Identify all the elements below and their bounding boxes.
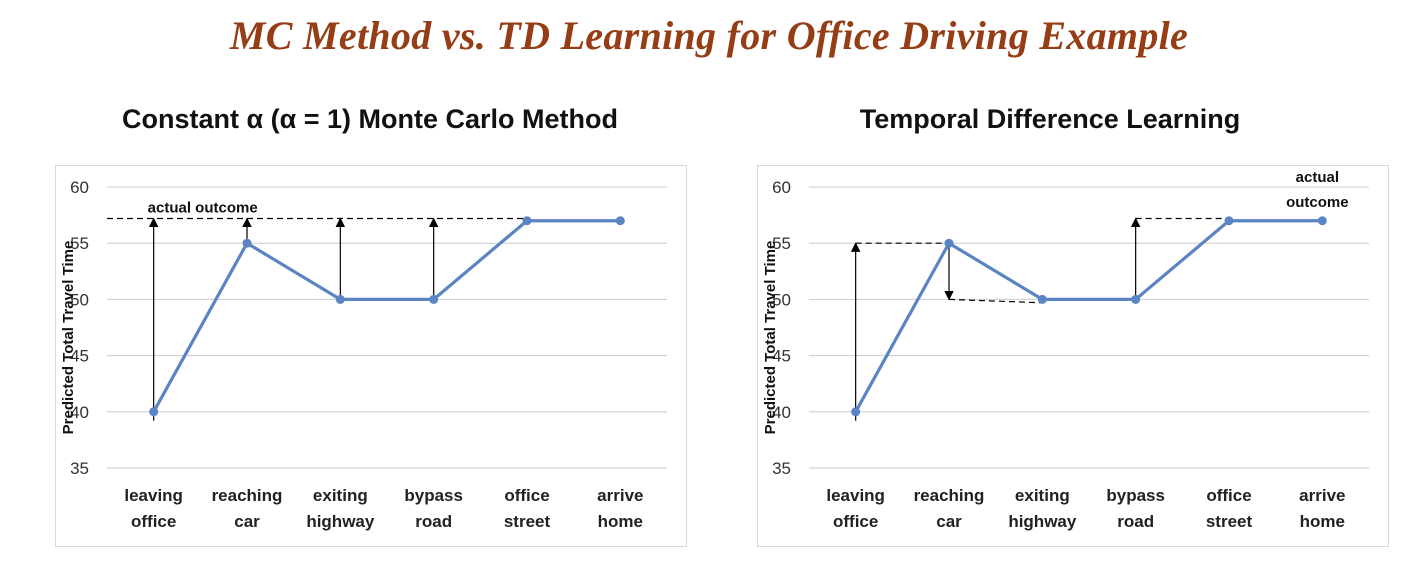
data-point <box>1224 216 1234 226</box>
x-tick-label: bypass <box>1106 486 1165 505</box>
chart-title-mc: Constant α (α = 1) Monte Carlo Method <box>122 104 618 134</box>
x-tick-label: exiting <box>313 486 368 505</box>
y-axis-label: Predicted Total Travel Time <box>60 241 77 435</box>
data-point <box>1037 294 1047 304</box>
y-tick-label: 35 <box>70 459 89 478</box>
x-tick-label: reaching <box>212 486 283 505</box>
chart-title-td: Temporal Difference Learning <box>859 104 1241 134</box>
x-tick-label: street <box>1206 512 1253 531</box>
data-point <box>522 216 532 226</box>
x-tick-label: leaving <box>826 486 885 505</box>
x-tick-label: road <box>415 512 452 531</box>
data-point <box>242 238 252 248</box>
data-point <box>1317 216 1327 226</box>
y-tick-label: 60 <box>70 178 89 197</box>
x-tick-label: car <box>234 512 260 531</box>
x-tick-label: reaching <box>914 486 985 505</box>
x-tick-label: leaving <box>124 486 183 505</box>
y-axis-label: Predicted Total Travel Time <box>762 241 779 435</box>
x-tick-label: home <box>598 512 643 531</box>
data-point <box>1131 294 1141 304</box>
y-tick-label: 55 <box>772 234 791 253</box>
data-point <box>335 294 345 304</box>
x-tick-label: office <box>504 486 549 505</box>
x-tick-label: arrive <box>597 486 643 505</box>
mc-chart: 35 40 45 50 55 60 Predicted Total Travel Time l… <box>55 165 687 547</box>
x-tick-label: office <box>833 512 878 531</box>
y-tick-label: 45 <box>70 347 89 366</box>
series-line <box>152 219 621 413</box>
y-tick-label: 40 <box>70 403 89 422</box>
series-line <box>854 219 1323 413</box>
y-tick-label: 50 <box>70 290 89 309</box>
y-tick-label: 60 <box>772 178 791 197</box>
data-point <box>944 238 954 248</box>
x-tick-label: bypass <box>404 486 463 505</box>
x-tick-label: car <box>936 512 962 531</box>
x-tick-label: arrive <box>1299 486 1345 505</box>
annotation-label: outcome <box>1286 194 1349 211</box>
x-tick-label: home <box>1300 512 1345 531</box>
x-tick-label: office <box>131 512 176 531</box>
y-tick-label: 55 <box>70 234 89 253</box>
data-point <box>149 407 159 417</box>
y-tick-label: 40 <box>772 403 791 422</box>
data-point <box>851 407 861 417</box>
data-point <box>615 216 625 226</box>
y-tick-label: 50 <box>772 290 791 309</box>
annotation-label: actual <box>1296 169 1339 186</box>
x-tick-label: exiting <box>1015 486 1070 505</box>
page-title: MC Method vs. TD Learning for Office Dri… <box>229 13 1189 58</box>
td-chart: 35 40 45 50 55 60 Predicted Total Travel Time l… <box>757 165 1389 547</box>
x-tick-label: street <box>504 512 551 531</box>
x-tick-label: office <box>1206 486 1251 505</box>
annotation-label: actual outcome <box>148 199 258 216</box>
dashed-guide <box>948 298 1043 304</box>
x-tick-label: highway <box>1008 512 1077 531</box>
x-tick-label: road <box>1117 512 1154 531</box>
y-tick-label: 45 <box>772 347 791 366</box>
data-point <box>429 294 439 304</box>
y-tick-label: 35 <box>772 459 791 478</box>
x-tick-label: highway <box>306 512 375 531</box>
